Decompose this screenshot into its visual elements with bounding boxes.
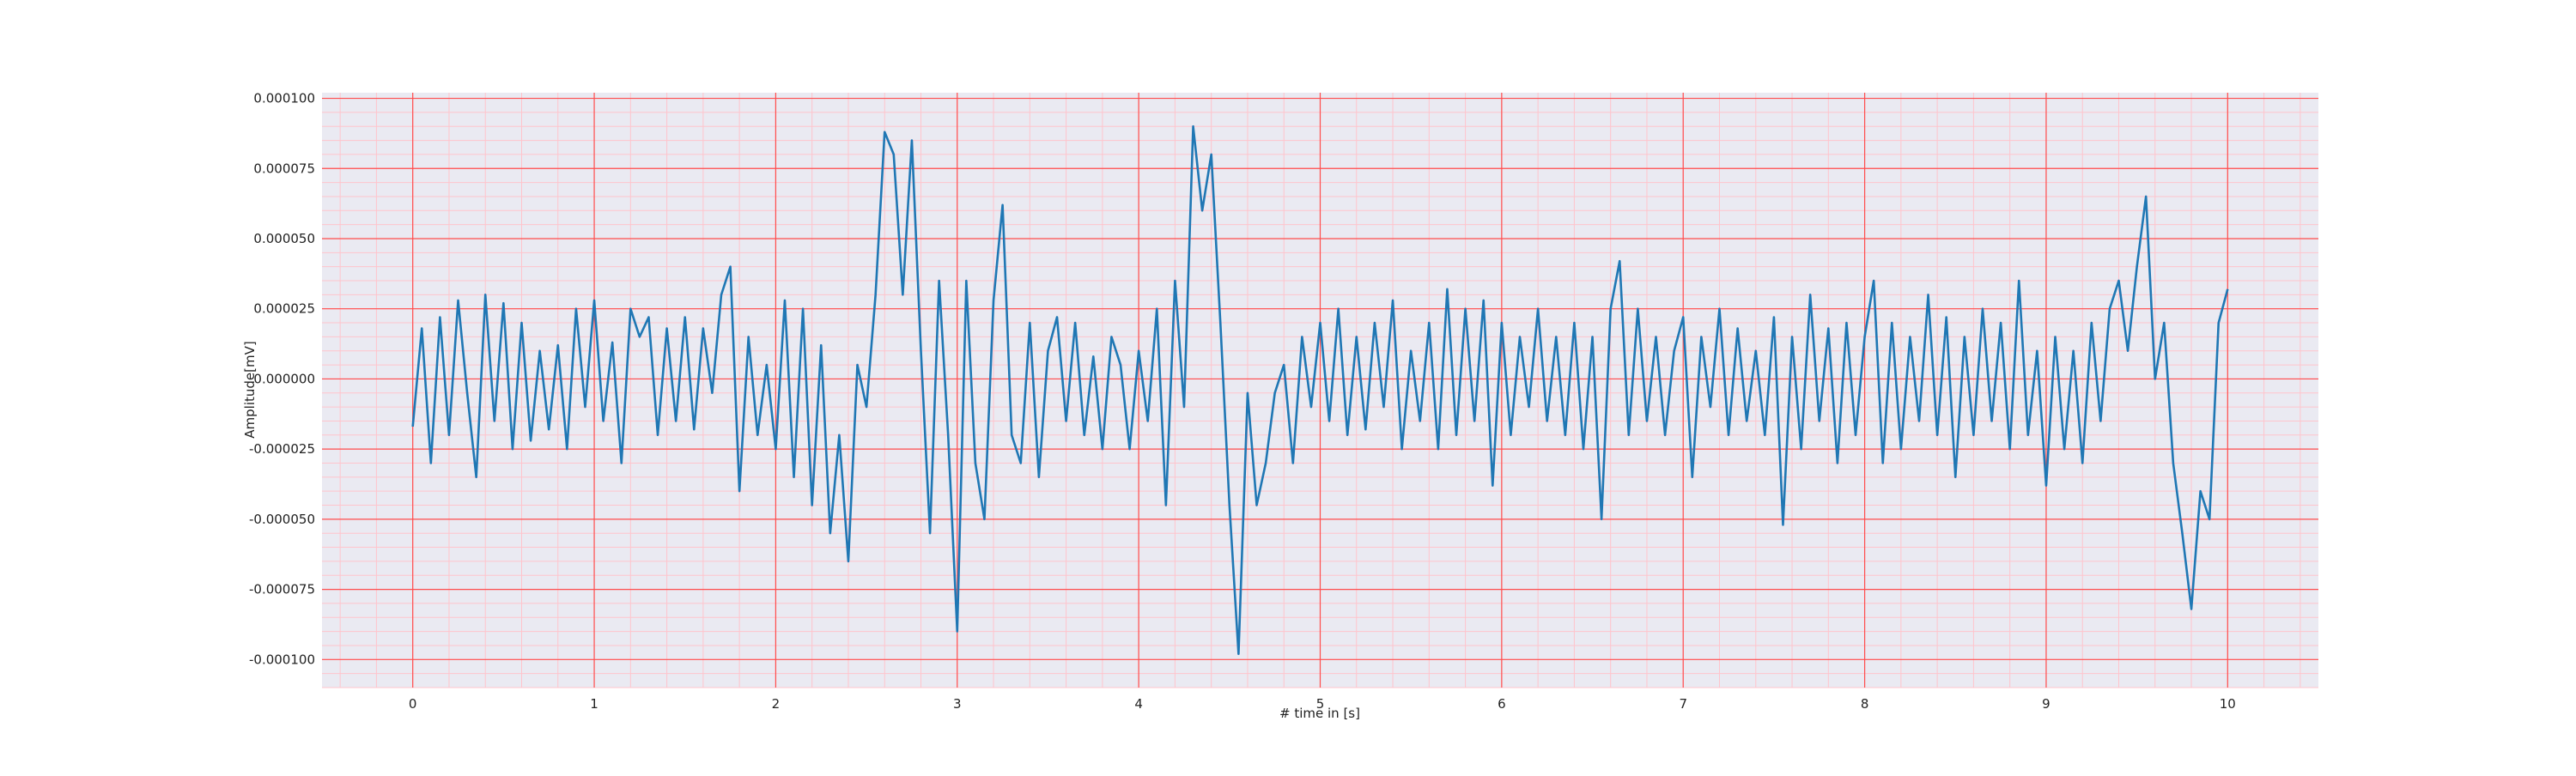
- x-axis-label: # time in [s]: [1279, 706, 1360, 721]
- y-tick-label: 0.000100: [253, 91, 315, 106]
- x-tick-label: 9: [2042, 696, 2050, 712]
- y-tick-label: 0.000050: [253, 231, 315, 246]
- y-tick-label: 0.000000: [253, 371, 315, 386]
- x-tick-label: 2: [772, 696, 781, 712]
- data-line: [411, 124, 2229, 656]
- y-tick-label: -0.000050: [249, 512, 315, 527]
- x-tick-label: 5: [1316, 696, 1325, 712]
- y-tick-label: -0.000075: [249, 582, 315, 597]
- y-tick-label: 0.000025: [253, 301, 315, 317]
- x-tick-label: 6: [1498, 696, 1506, 712]
- x-tick-label: 0: [409, 696, 417, 712]
- x-tick-label: 8: [1861, 696, 1869, 712]
- y-tick-label: -0.000100: [249, 652, 315, 667]
- y-tick-label: -0.000025: [249, 441, 315, 457]
- x-tick-label: 10: [2220, 696, 2236, 712]
- x-tick-label: 3: [953, 696, 962, 712]
- y-tick-label: 0.000075: [253, 161, 315, 176]
- x-tick-label: 1: [590, 696, 598, 712]
- x-tick-label: 4: [1134, 696, 1143, 712]
- y-axis-label: Amplitude[mV]: [242, 341, 258, 438]
- x-tick-label: 7: [1679, 696, 1687, 712]
